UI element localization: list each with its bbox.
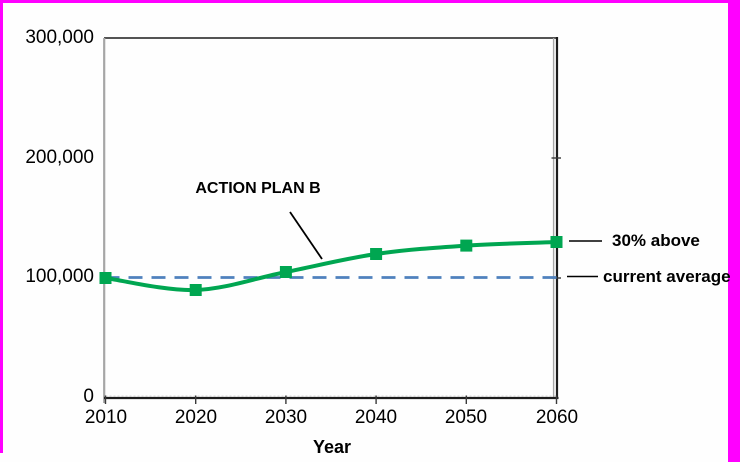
- data-point-marker-2020: [189, 284, 202, 296]
- data-point-marker-2010: [99, 272, 112, 284]
- x-tick-label-2060: 2060: [535, 407, 579, 428]
- data-point-marker-2060: [550, 236, 563, 248]
- reference-annotation-label: current average: [603, 267, 731, 286]
- data-point-marker-2030: [279, 266, 292, 278]
- x-tick-label-2040: 2040: [354, 407, 398, 428]
- y-tick-label-200000: 200,000: [25, 147, 94, 168]
- magenta-border-top: [0, 0, 740, 3]
- magenta-border-right: [728, 0, 740, 462]
- data-point-marker-2040: [370, 248, 383, 260]
- series-line: [103, 240, 559, 293]
- y-tick-label-0: 0: [83, 386, 94, 407]
- y-tick-label-100000: 100,000: [25, 266, 94, 287]
- x-axis-title: Year: [312, 437, 352, 457]
- series-annotation-label: ACTION PLAN B: [195, 180, 321, 197]
- y-tick-label-300000: 300,000: [25, 27, 94, 48]
- x-tick-label-2010: 2010: [84, 407, 128, 428]
- x-tick-label-2030: 2030: [264, 407, 308, 428]
- x-tick-label-2050: 2050: [444, 407, 488, 428]
- series-annotation-leader-line: [289, 211, 323, 260]
- magenta-border-left: [0, 0, 3, 453]
- endpoint-annotation-label: 30% above: [612, 231, 700, 250]
- data-point-marker-2050: [460, 239, 473, 252]
- x-tick-label-2020: 2020: [174, 407, 218, 428]
